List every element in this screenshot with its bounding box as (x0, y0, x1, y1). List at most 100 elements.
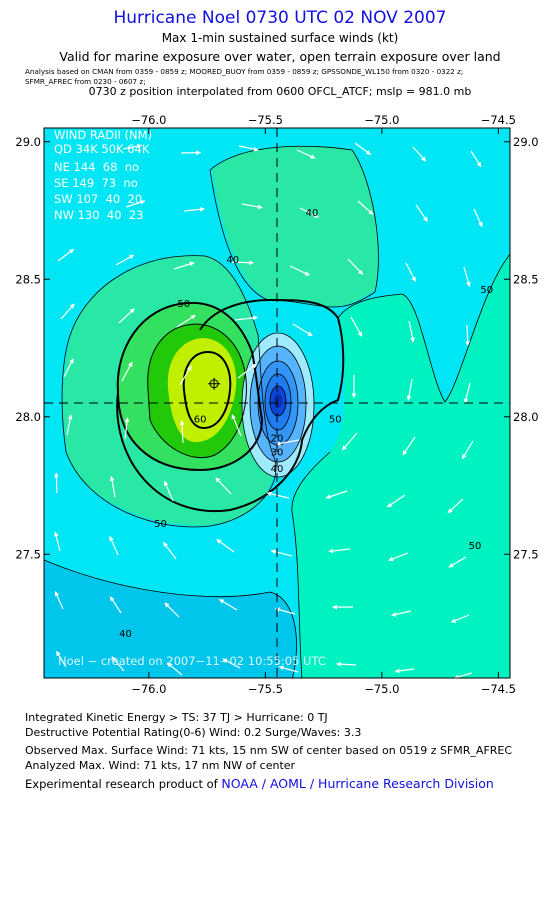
wind-vector-arrow (124, 417, 130, 440)
contour-40kt-west (61, 255, 277, 528)
wind-vector-arrow (125, 200, 146, 208)
axis-ticks: −76.0 −76.0 −75.5 −75.5 −75.0 −75.0 −74.5 −74.5… (15, 113, 538, 696)
wind-vector-arrow (166, 662, 183, 676)
contour-label: 20 (271, 434, 284, 445)
contour-label: 40 (271, 464, 284, 475)
x-tick-label-bottom: −74.5 (481, 682, 516, 696)
wind-vector-arrow (450, 614, 470, 623)
contour-eye-1 (241, 332, 315, 478)
wind-vector-arrow (57, 248, 75, 262)
wind-vector-arrow (405, 262, 417, 282)
y-tick-label-right: 27.5 (513, 547, 539, 561)
analysis-sources-line2: SFMR_AFREC from 0230 - 0607 z; (25, 77, 146, 86)
wind-vector-arrow (266, 491, 290, 499)
wind-vector-arrow (216, 538, 235, 553)
wind-vector-arrow (388, 552, 409, 562)
contour-eye-4 (264, 373, 292, 431)
wind-vector-arrow (173, 261, 195, 270)
contour-label: 50 (469, 541, 482, 552)
contour-label: 40 (226, 255, 239, 266)
wind-vector-arrow (163, 480, 174, 502)
contour-label: 40 (119, 629, 132, 640)
shade-yellow-green-max (167, 338, 237, 443)
wind-vector-arrow (111, 656, 125, 672)
contour-eye-2 (249, 345, 307, 463)
wind-radii-row-se: SE 149 73 no (54, 176, 138, 190)
contour-50kt-east-line (291, 451, 331, 678)
wind-vector-arrow (164, 602, 180, 618)
ike-line: Integrated Kinetic Energy > TS: 37 TJ > … (25, 711, 328, 724)
contour-50kt-west (116, 301, 264, 472)
wind-vector-arrow (357, 200, 374, 216)
wind-vector-arrow (391, 610, 412, 617)
product-credit-prefix: Experimental research product of (25, 777, 222, 791)
contour-label: 50 (480, 285, 493, 296)
wind-vector-arrow (234, 315, 258, 321)
wind-vector-arrow (63, 358, 74, 378)
wind-vector-arrow (109, 535, 119, 556)
wind-vector-arrow (328, 548, 351, 554)
wind-vector-arrow (121, 361, 133, 382)
product-credit: Experimental research product of NOAA / … (25, 776, 494, 791)
wind-vector-arrow (53, 531, 61, 552)
created-watermark: Noel − created on 2007−11−02 10:55:05 UT… (58, 654, 326, 668)
contour-40kt-north (209, 145, 379, 308)
contour-label: 50 (329, 414, 342, 425)
wind-vector-arrow (289, 265, 311, 276)
contour-label: 50 (177, 299, 190, 310)
y-tick-label-right: 28.5 (513, 272, 539, 286)
contour-label: 60 (194, 414, 207, 425)
wind-radii-header: QD 34K 50K 64K (54, 142, 150, 156)
wind-vector-arrow (231, 414, 242, 437)
wind-vector-arrow (237, 363, 257, 379)
wind-vector-arrow (115, 254, 135, 266)
wind-vector-arrow (461, 440, 474, 460)
wind-vector-arrow (447, 498, 464, 514)
wind-vector-arrow (336, 661, 357, 667)
center-crosshairs (44, 128, 510, 678)
wind-vector-arrow (215, 477, 232, 495)
contour-40kt-east (337, 253, 510, 403)
position-line: 0730 z position interpolated from 0600 O… (88, 85, 472, 98)
wind-vector-arrow (162, 541, 177, 560)
contour-label: 40 (306, 208, 319, 219)
wind-vector-arrow (412, 146, 427, 162)
dpr-line: Destructive Potential Rating(0-6) Wind: … (25, 726, 362, 739)
wind-vector-arrow (394, 668, 415, 674)
wind-vector-arrow (222, 658, 241, 669)
wind-radii-title: WIND RADII (NM) (54, 128, 152, 142)
wind-radii-row-ne: NE 144 68 no (54, 160, 139, 174)
wind-vector-arrow (354, 142, 371, 156)
x-tick-label-top: −74.5 (481, 113, 516, 127)
wind-vector-arrow (118, 308, 135, 324)
y-tick-label-left: 28.5 (15, 272, 41, 286)
plot-frame (43, 127, 511, 679)
y-tick-label-left: 29.0 (15, 135, 41, 149)
wind-vector-arrow (341, 432, 358, 451)
x-tick-label-top: −76.0 (131, 113, 166, 127)
wind-vector-arrow (55, 650, 67, 668)
wind-vector-arrow (465, 324, 471, 347)
x-tick-label-bottom: −76.0 (131, 682, 166, 696)
wind-vector-arrow (275, 439, 300, 446)
wind-vector-arrow (179, 365, 192, 386)
wind-vector-arrow (53, 472, 59, 494)
wind-vector-arrow (386, 494, 406, 508)
wind-vector-arrow (463, 266, 471, 287)
chart-title: Hurricane Noel 0730 UTC 02 NOV 2007 (113, 8, 447, 28)
product-credit-organization[interactable]: NOAA / AOML / Hurricane Research Divisio… (221, 776, 494, 791)
contour-eye-5 (269, 385, 287, 417)
max-wind-marker-group (208, 377, 221, 390)
shade-southwest-light-cyan (44, 560, 297, 678)
wind-vector-arrow (183, 206, 205, 212)
wind-radii-row-nw: NW 130 40 23 (54, 208, 143, 222)
wind-vector-arrow (60, 303, 75, 320)
y-tick-label-left: 28.0 (15, 410, 41, 424)
wind-vector-arrow (109, 475, 116, 498)
wind-field-chart: 40 40 50 60 50 50 40 30 20 40 50 50 WIND RADII (NM)… (15, 113, 538, 696)
y-tick-label-right: 28.0 (513, 410, 539, 424)
x-tick-label-bottom: −75.0 (364, 682, 399, 696)
wind-radii-row-sw: SW 107 40 20 (54, 192, 142, 206)
wind-vector-arrow (278, 665, 299, 673)
contour-50kt-outer (116, 298, 345, 513)
